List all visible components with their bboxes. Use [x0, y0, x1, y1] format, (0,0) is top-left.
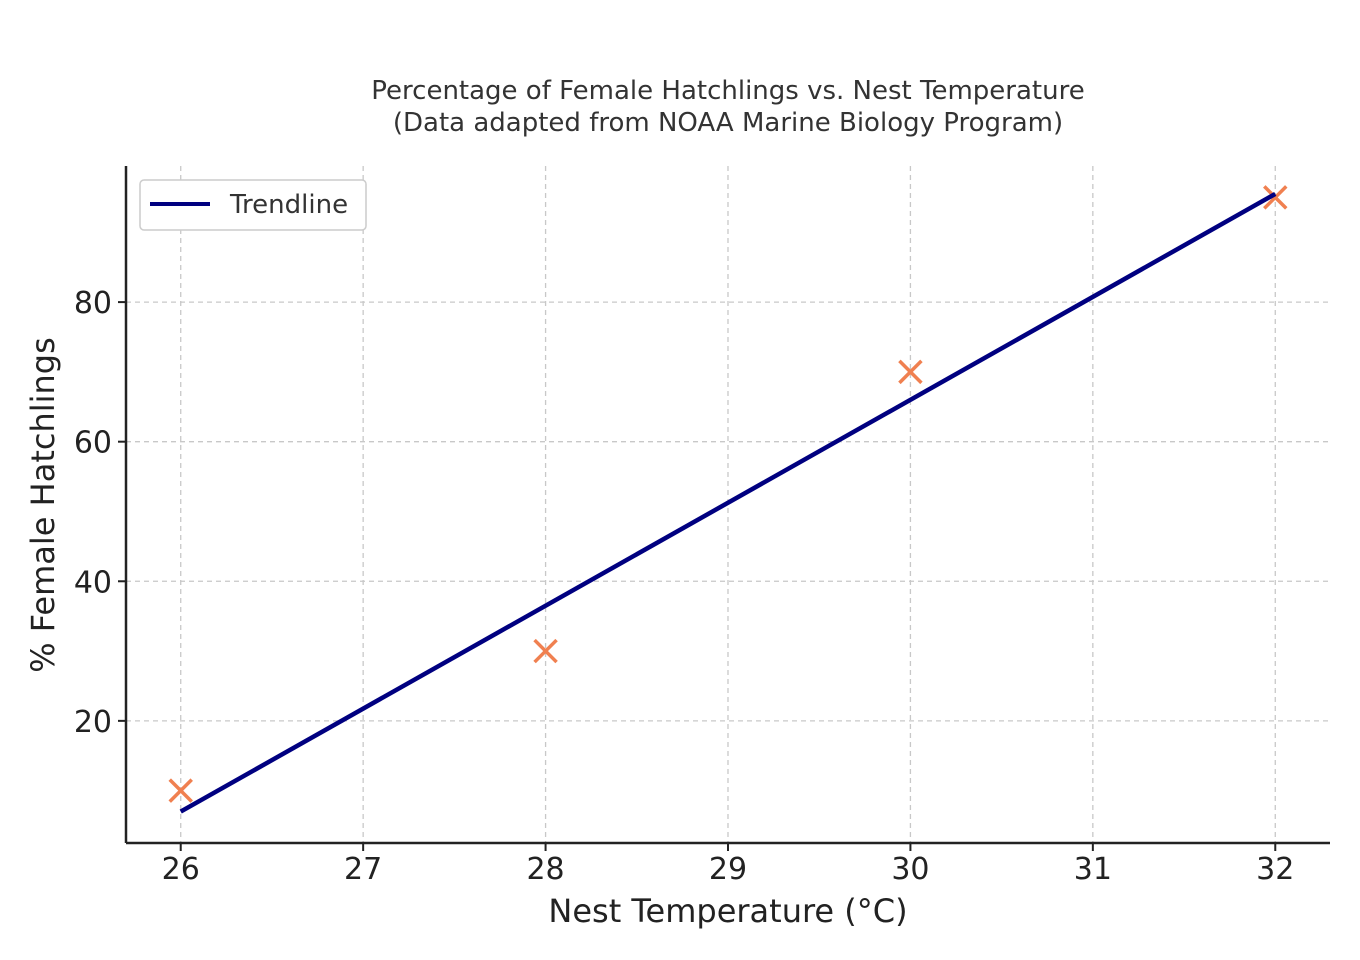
data-point [168, 778, 193, 803]
y-tick-label: 40 [74, 565, 112, 600]
data-point [533, 638, 558, 664]
y-tick-label: 60 [74, 426, 112, 461]
data-point-stroke [898, 359, 923, 385]
legend: Trendline [139, 179, 367, 231]
x-tick-label: 29 [709, 852, 747, 887]
legend-box [139, 179, 367, 231]
grid [126, 166, 1330, 843]
y-tick-label: 20 [74, 705, 112, 740]
x-tick-label: 26 [162, 852, 200, 887]
data-point-stroke [168, 778, 193, 803]
data-point [898, 359, 923, 385]
trendline [179, 191, 1277, 814]
x-tick-label: 31 [1074, 852, 1112, 887]
chart-subtitle: (Data adapted from NOAA Marine Biology P… [393, 108, 1063, 138]
x-axis-label: Nest Temperature (°C) [548, 892, 907, 930]
series [168, 185, 1288, 814]
y-axis-label: % Female Hatchlings [24, 337, 62, 673]
x-tick-label: 32 [1256, 852, 1294, 887]
data-point-stroke [533, 638, 558, 664]
y-tick-label: 80 [74, 286, 112, 321]
x-tick-label: 28 [526, 852, 564, 887]
legend-label-trendline: Trendline [229, 190, 348, 220]
chart-title: Percentage of Female Hatchlings vs. Nest… [371, 76, 1084, 106]
x-tick-label: 30 [891, 852, 929, 887]
axes: 26 27 28 29 30 31 32 20 40 60 80 [74, 166, 1330, 887]
x-tick-label: 27 [344, 852, 382, 887]
data-point [1263, 185, 1288, 210]
data-point-stroke [1263, 185, 1288, 210]
